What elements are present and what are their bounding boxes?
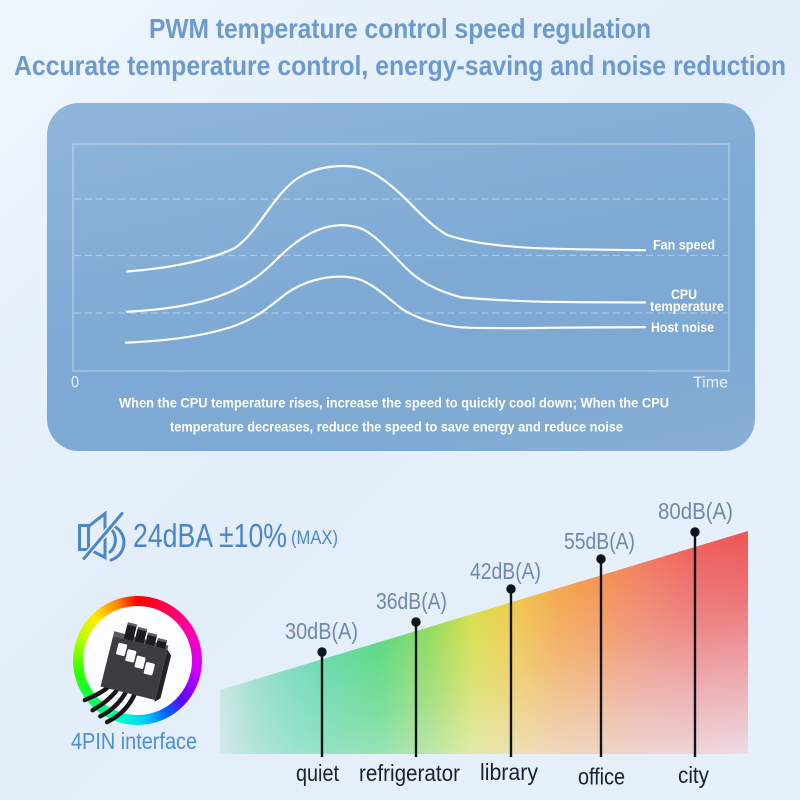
svg-text:When the CPU temperature rises: When the CPU temperature rises, increase… — [119, 396, 669, 411]
svg-text:Fan speed: Fan speed — [653, 237, 715, 253]
svg-text:55dB(A): 55dB(A) — [564, 528, 635, 554]
svg-text:24dBA ±10%: 24dBA ±10% — [133, 517, 287, 554]
svg-text:(MAX): (MAX) — [291, 528, 338, 549]
svg-text:Time: Time — [693, 375, 728, 392]
svg-text:36dB(A): 36dB(A) — [376, 588, 447, 614]
svg-text:office: office — [578, 764, 625, 790]
svg-text:CPU: CPU — [671, 286, 697, 302]
svg-text:city: city — [678, 762, 709, 788]
svg-text:refrigerator: refrigerator — [359, 760, 460, 786]
svg-text:0: 0 — [71, 373, 79, 392]
svg-text:30dB(A): 30dB(A) — [285, 618, 358, 644]
svg-text:PWM temperature control speed: PWM temperature control speed regulation — [149, 13, 651, 44]
svg-text:Accurate temperature control,: Accurate temperature control, energy-sav… — [14, 50, 786, 81]
svg-text:42dB(A): 42dB(A) — [470, 558, 541, 584]
svg-text:library: library — [480, 759, 538, 785]
svg-text:Host noise: Host noise — [651, 319, 714, 335]
svg-text:4PIN interface: 4PIN interface — [71, 728, 197, 754]
svg-text:temperature decreases, reduce: temperature decreases, reduce the speed … — [170, 420, 623, 435]
svg-text:quiet: quiet — [296, 760, 340, 786]
svg-text:temperature: temperature — [650, 298, 724, 314]
svg-text:80dB(A): 80dB(A) — [658, 498, 733, 524]
